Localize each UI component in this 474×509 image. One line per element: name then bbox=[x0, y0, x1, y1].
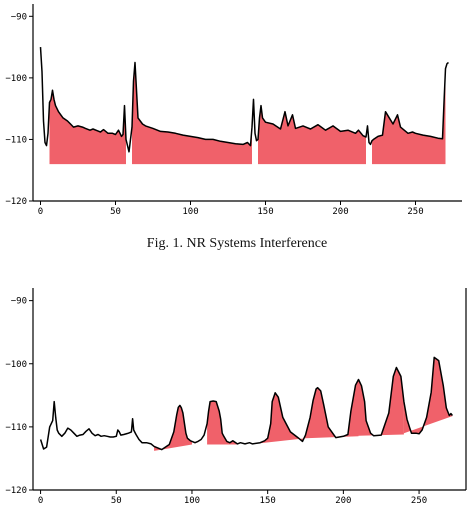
x-tick-label: 200 bbox=[332, 207, 348, 217]
x-tick-label: 250 bbox=[407, 207, 423, 217]
fill-region-1 bbox=[132, 62, 252, 165]
x-tick-label: 150 bbox=[260, 496, 276, 506]
y-tick--90: −90 bbox=[11, 297, 33, 307]
series-line bbox=[39, 356, 453, 451]
x-tick-150: 150 bbox=[260, 490, 276, 506]
x-tick-label: 50 bbox=[111, 496, 122, 506]
y-tick-label: −110 bbox=[5, 423, 27, 433]
y-tick--110: −110 bbox=[5, 423, 33, 433]
x-tick-250: 250 bbox=[411, 490, 427, 506]
x-tick-150: 150 bbox=[257, 201, 274, 217]
y-tick-label: −100 bbox=[5, 360, 27, 370]
x-tick-0: 0 bbox=[38, 490, 43, 506]
chart-top: 0 50 100 150 200 250 −90 −100 −110 −120 bbox=[5, 4, 462, 217]
x-tick-label: 200 bbox=[335, 496, 351, 506]
y-tick-label: −90 bbox=[11, 12, 27, 22]
fill-region-5 bbox=[403, 357, 453, 434]
chart-bottom: 0 50 100 150 200 250 −90 −100 −110 −120 bbox=[5, 288, 467, 506]
x-tick-label: 100 bbox=[184, 496, 200, 506]
fill-regions bbox=[49, 62, 446, 165]
x-tick-50: 50 bbox=[111, 490, 122, 506]
y-tick--90: −90 bbox=[11, 12, 33, 22]
fill-region-0 bbox=[49, 90, 126, 165]
y-tick-label: −120 bbox=[5, 486, 27, 496]
x-tick-100: 100 bbox=[182, 201, 199, 217]
y-tick-label: −100 bbox=[5, 74, 27, 84]
figure-caption: Fig. 1. NR Systems Interference bbox=[146, 236, 328, 251]
y-tick--110: −110 bbox=[5, 135, 33, 145]
fill-regions bbox=[154, 357, 453, 451]
series-line bbox=[39, 47, 449, 153]
x-tick-200: 200 bbox=[335, 490, 351, 506]
y-tick-label: −110 bbox=[5, 135, 27, 145]
fill-region-3 bbox=[372, 68, 446, 165]
x-tick-label: 50 bbox=[110, 207, 121, 217]
y-tick-label: −90 bbox=[11, 297, 27, 307]
fill-region-0 bbox=[154, 405, 192, 451]
x-tick-200: 200 bbox=[332, 201, 349, 217]
x-tick-label: 0 bbox=[38, 496, 43, 506]
x-tick-250: 250 bbox=[407, 201, 424, 217]
x-tick-0: 0 bbox=[38, 201, 43, 217]
x-tick-label: 0 bbox=[38, 207, 43, 217]
y-tick-label: −120 bbox=[5, 197, 27, 207]
fill-region-2 bbox=[258, 105, 366, 165]
y-tick--100: −100 bbox=[5, 74, 33, 84]
x-tick-label: 100 bbox=[182, 207, 198, 217]
y-tick--120: −120 bbox=[5, 486, 33, 496]
x-tick-50: 50 bbox=[110, 201, 121, 217]
y-tick--100: −100 bbox=[5, 360, 33, 370]
x-tick-label: 150 bbox=[257, 207, 273, 217]
fill-region-3 bbox=[305, 379, 359, 439]
x-tick-label: 250 bbox=[411, 496, 427, 506]
x-tick-100: 100 bbox=[184, 490, 200, 506]
fill-region-1 bbox=[207, 401, 238, 445]
y-tick--120: −120 bbox=[5, 197, 33, 207]
